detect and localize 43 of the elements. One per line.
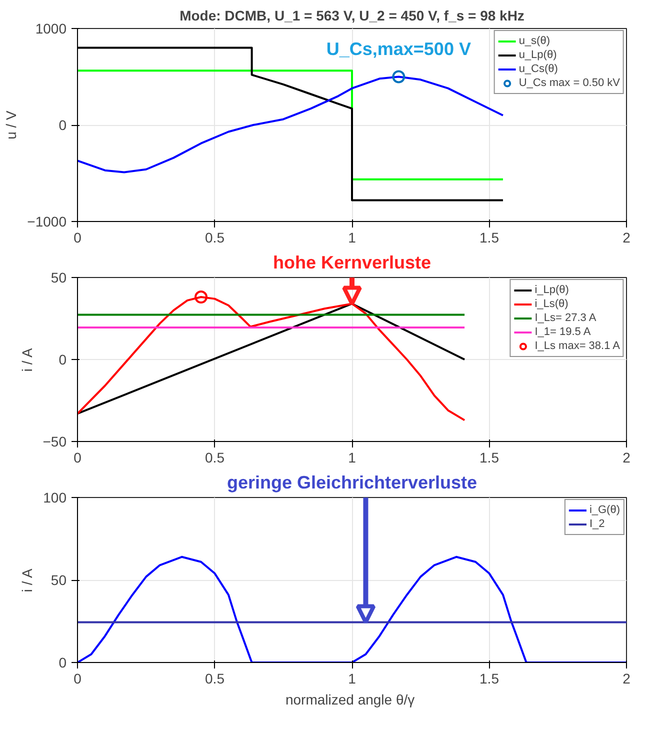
legend-label: U_Cs max = 0.50 kV — [518, 76, 620, 90]
legend-label: u_Cs(θ) — [518, 62, 558, 76]
y-tick-label: 50 — [50, 270, 67, 286]
x-tick-label: 1 — [348, 450, 356, 466]
x-tick-label: 1.5 — [480, 230, 500, 246]
legend-label: I_Ls max= 38.1 A — [534, 339, 620, 353]
y-tick-label: 50 — [50, 572, 67, 588]
x-tick-label: 1.5 — [480, 670, 500, 686]
annotation: U_Cs,max=500 V — [326, 38, 471, 59]
legend-label: I_1= 19.5 A — [534, 325, 591, 339]
legend-label: i_G(θ) — [589, 503, 620, 517]
x-tick-label: 0.5 — [205, 450, 225, 466]
x-axis-title: normalized angle θ/γ — [285, 692, 415, 708]
x-tick-label: 0 — [74, 230, 82, 246]
x-tick-label: 2 — [622, 230, 631, 246]
y-tick-label: −50 — [42, 434, 67, 450]
x-tick-label: 0.5 — [205, 230, 225, 246]
y-tick-label: 0 — [58, 654, 67, 670]
y-tick-label: 1000 — [35, 20, 67, 36]
y-axis-title: i / A — [18, 348, 35, 372]
y-axis-title: u / V — [3, 110, 20, 140]
y-tick-label: −1000 — [27, 214, 67, 230]
x-tick-label: 1.5 — [480, 450, 500, 466]
annotation: geringe Gleichrichterverluste — [226, 472, 478, 492]
x-tick-label: 0 — [74, 450, 82, 466]
legend-label: u_s(θ) — [518, 34, 550, 48]
x-tick-label: 2 — [622, 670, 631, 686]
legend-label: i_Ls(θ) — [534, 297, 568, 311]
y-axis-title: i / A — [19, 568, 36, 592]
legend-label: u_Lp(θ) — [518, 48, 557, 62]
x-tick-label: 0 — [74, 670, 82, 686]
x-tick-label: 0.5 — [205, 670, 225, 686]
annotation: hohe Kernverluste — [272, 252, 432, 272]
legend-label: I_Ls= 27.3 A — [534, 311, 596, 325]
x-tick-label: 2 — [622, 450, 631, 466]
chart-title: Mode: DCMB, U_1 = 563 V, U_2 = 450 V, f_s = 98 kHz — [180, 8, 524, 24]
legend-label: i_Lp(θ) — [534, 283, 569, 297]
y-tick-label: 100 — [43, 490, 67, 506]
x-tick-label: 1 — [348, 670, 356, 686]
y-tick-label: 0 — [58, 352, 67, 368]
legend-label: I_2 — [589, 517, 606, 531]
y-tick-label: 0 — [58, 117, 67, 133]
x-tick-label: 1 — [348, 230, 356, 246]
